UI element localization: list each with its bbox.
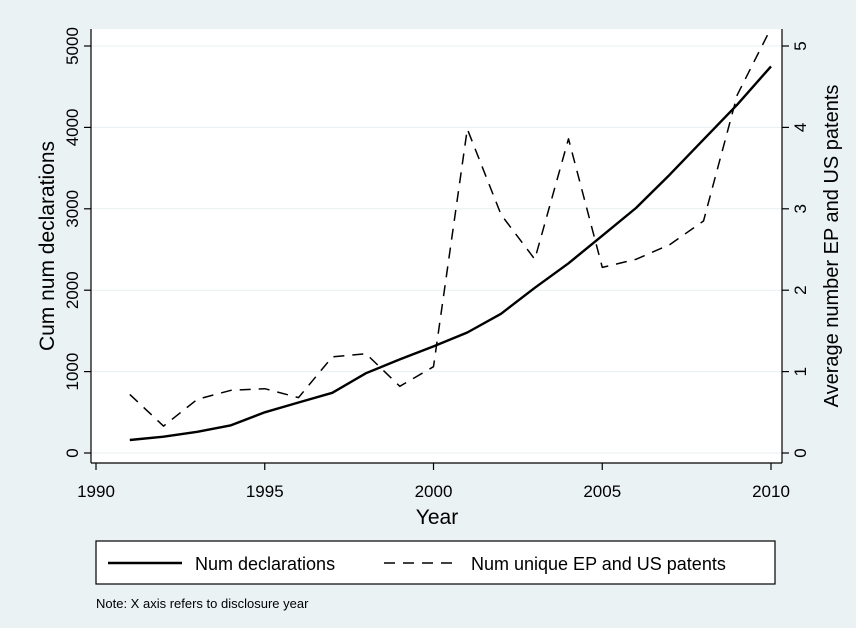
axes: 1990 1995 2000 2005 2010 0 1000 2000 3000 4000 500… bbox=[63, 27, 810, 501]
legend: Num declarations Num unique EP and US pa… bbox=[95, 540, 776, 585]
legend-label-num-declarations: Num declarations bbox=[195, 554, 335, 574]
x-tick-label-1995: 1995 bbox=[246, 482, 284, 501]
y-right-tick-label-0: 0 bbox=[791, 448, 810, 457]
x-tick-label-2010: 2010 bbox=[752, 482, 790, 501]
series-lines bbox=[129, 27, 772, 442]
x-axis-label: Year bbox=[416, 506, 458, 529]
series-line-num-declarations bbox=[129, 65, 772, 442]
grid-lines bbox=[91, 45, 782, 454]
y-axis-label-right: Average number EP and US patents bbox=[821, 85, 843, 408]
y-right-tick-label-5: 5 bbox=[791, 41, 810, 50]
y-right-tick-label-1: 1 bbox=[791, 367, 810, 376]
x-tick-label-2005: 2005 bbox=[583, 482, 621, 501]
y-left-tick-label-2000: 2000 bbox=[63, 271, 82, 309]
y-left-tick-label-3000: 3000 bbox=[63, 190, 82, 228]
y-right-tick-label-3: 3 bbox=[791, 204, 810, 213]
y-right-tick-label-2: 2 bbox=[791, 285, 810, 294]
y-left-tick-label-4000: 4000 bbox=[63, 108, 82, 146]
y-left-tick-label-1000: 1000 bbox=[63, 353, 82, 391]
series-line-num-unique-ep-and-us-patents bbox=[129, 27, 772, 427]
y-left-tick-label-0: 0 bbox=[63, 448, 82, 457]
legend-box bbox=[95, 540, 776, 585]
y-axis-label-left: Cum num declarations bbox=[36, 141, 59, 351]
chart-note: Note: X axis refers to disclosure year bbox=[96, 596, 309, 611]
x-tick-label-1990: 1990 bbox=[77, 482, 115, 501]
y-right-tick-label-4: 4 bbox=[791, 123, 810, 132]
y-left-tick-label-5000: 5000 bbox=[63, 27, 82, 65]
x-tick-label-2000: 2000 bbox=[415, 482, 453, 501]
plot-area bbox=[91, 29, 782, 463]
legend-label-num-unique-patents: Num unique EP and US patents bbox=[471, 554, 726, 574]
